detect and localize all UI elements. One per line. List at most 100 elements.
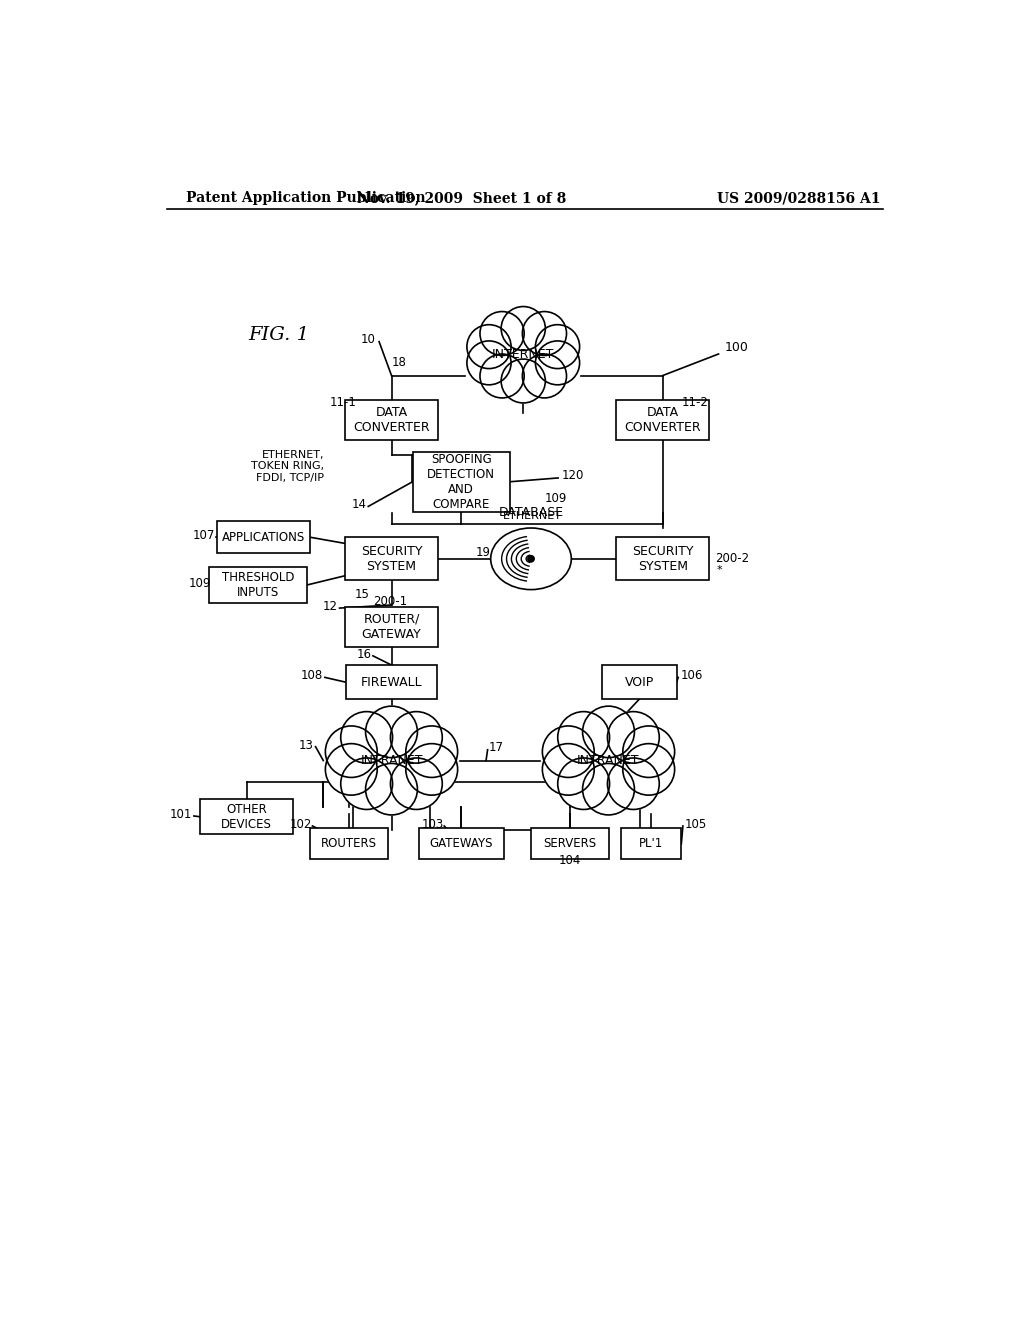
- Circle shape: [607, 758, 659, 809]
- Text: US 2009/0288156 A1: US 2009/0288156 A1: [717, 191, 881, 206]
- Bar: [209, 566, 307, 603]
- Text: 11-1: 11-1: [330, 396, 356, 409]
- Text: 100: 100: [725, 341, 749, 354]
- Text: ETHERNET,
TOKEN RING,
FDDI, TCP/IP: ETHERNET, TOKEN RING, FDDI, TCP/IP: [251, 450, 324, 483]
- Text: 11-2: 11-2: [682, 396, 709, 409]
- Circle shape: [326, 726, 377, 777]
- Text: 106: 106: [681, 669, 702, 682]
- Bar: [346, 665, 437, 700]
- Circle shape: [536, 341, 580, 385]
- Text: 107: 107: [193, 529, 215, 543]
- Text: 109: 109: [544, 492, 566, 506]
- Text: PL'1: PL'1: [639, 837, 664, 850]
- Text: 13: 13: [299, 739, 314, 751]
- Text: 19: 19: [476, 546, 490, 560]
- Circle shape: [366, 763, 418, 814]
- Bar: [616, 400, 710, 441]
- Text: ROUTERS: ROUTERS: [321, 837, 377, 850]
- Text: SPOOFING
DETECTION
AND
COMPARE: SPOOFING DETECTION AND COMPARE: [427, 453, 496, 511]
- Bar: [419, 829, 504, 859]
- Text: Nov. 19, 2009  Sheet 1 of 8: Nov. 19, 2009 Sheet 1 of 8: [356, 191, 566, 206]
- Circle shape: [390, 711, 442, 763]
- Bar: [531, 829, 608, 859]
- Text: THRESHOLD
INPUTS: THRESHOLD INPUTS: [222, 572, 295, 599]
- Text: SERVERS: SERVERS: [543, 837, 596, 850]
- Circle shape: [558, 711, 609, 763]
- Text: 12: 12: [323, 601, 337, 612]
- Circle shape: [522, 354, 566, 397]
- Text: APPLICATIONS: APPLICATIONS: [222, 531, 305, 544]
- Bar: [345, 537, 438, 581]
- Circle shape: [543, 743, 594, 795]
- Text: DATABASE: DATABASE: [499, 506, 563, 519]
- Text: Patent Application Publication: Patent Application Publication: [186, 191, 426, 206]
- Circle shape: [583, 706, 635, 758]
- Bar: [616, 537, 710, 581]
- Text: INTERNET: INTERNET: [493, 348, 554, 362]
- Text: 105: 105: [684, 818, 707, 832]
- Circle shape: [467, 341, 511, 385]
- Circle shape: [390, 758, 442, 809]
- Bar: [345, 400, 438, 441]
- Circle shape: [326, 743, 377, 795]
- Text: 108: 108: [301, 669, 324, 682]
- Text: 17: 17: [488, 741, 504, 754]
- Text: 16: 16: [356, 648, 372, 661]
- Bar: [200, 799, 293, 834]
- Bar: [413, 451, 510, 512]
- Text: 109: 109: [188, 577, 211, 590]
- Circle shape: [522, 312, 566, 355]
- Ellipse shape: [490, 528, 571, 590]
- Text: SECURITY
SYSTEM: SECURITY SYSTEM: [632, 545, 693, 573]
- Text: DATA
CONVERTER: DATA CONVERTER: [625, 407, 701, 434]
- Text: *: *: [717, 565, 723, 576]
- Circle shape: [527, 556, 535, 562]
- Bar: [621, 829, 681, 859]
- Circle shape: [536, 325, 580, 368]
- Text: 14: 14: [351, 499, 367, 511]
- Circle shape: [623, 726, 675, 777]
- Text: ROUTER/
GATEWAY: ROUTER/ GATEWAY: [361, 612, 421, 640]
- Bar: [217, 521, 310, 553]
- Text: FIG. 1: FIG. 1: [248, 326, 309, 345]
- Circle shape: [480, 354, 524, 397]
- Text: 120: 120: [562, 469, 585, 482]
- Text: 104: 104: [558, 854, 581, 867]
- Text: FIREWALL: FIREWALL: [360, 676, 422, 689]
- Bar: [310, 829, 388, 859]
- Text: 103: 103: [421, 818, 443, 832]
- Bar: [345, 607, 438, 647]
- Text: 200-2: 200-2: [715, 552, 749, 565]
- Text: OTHER
DEVICES: OTHER DEVICES: [221, 803, 272, 830]
- Text: 10: 10: [361, 333, 376, 346]
- Circle shape: [467, 325, 511, 368]
- Text: DATA
CONVERTER: DATA CONVERTER: [353, 407, 430, 434]
- Circle shape: [543, 726, 594, 777]
- Circle shape: [406, 726, 458, 777]
- Text: SECURITY
SYSTEM: SECURITY SYSTEM: [360, 545, 422, 573]
- Ellipse shape: [574, 742, 643, 779]
- Text: GATEWAYS: GATEWAYS: [429, 837, 493, 850]
- Circle shape: [480, 312, 524, 355]
- Text: INTRANET: INTRANET: [578, 754, 640, 767]
- Text: 15: 15: [355, 587, 370, 601]
- Circle shape: [558, 758, 609, 809]
- Text: ETHERNET: ETHERNET: [503, 511, 562, 521]
- Text: INTRANET: INTRANET: [360, 754, 423, 767]
- Circle shape: [406, 743, 458, 795]
- Circle shape: [583, 763, 635, 814]
- Bar: [602, 665, 677, 700]
- Circle shape: [501, 359, 546, 403]
- Circle shape: [607, 711, 659, 763]
- Ellipse shape: [357, 742, 426, 779]
- Circle shape: [623, 743, 675, 795]
- Circle shape: [341, 711, 392, 763]
- Circle shape: [341, 758, 392, 809]
- Text: 18: 18: [391, 356, 407, 370]
- Circle shape: [501, 306, 546, 350]
- Circle shape: [366, 706, 418, 758]
- Text: 102: 102: [290, 818, 311, 832]
- Ellipse shape: [495, 338, 552, 372]
- Text: VOIP: VOIP: [625, 676, 654, 689]
- Text: 101: 101: [170, 808, 193, 821]
